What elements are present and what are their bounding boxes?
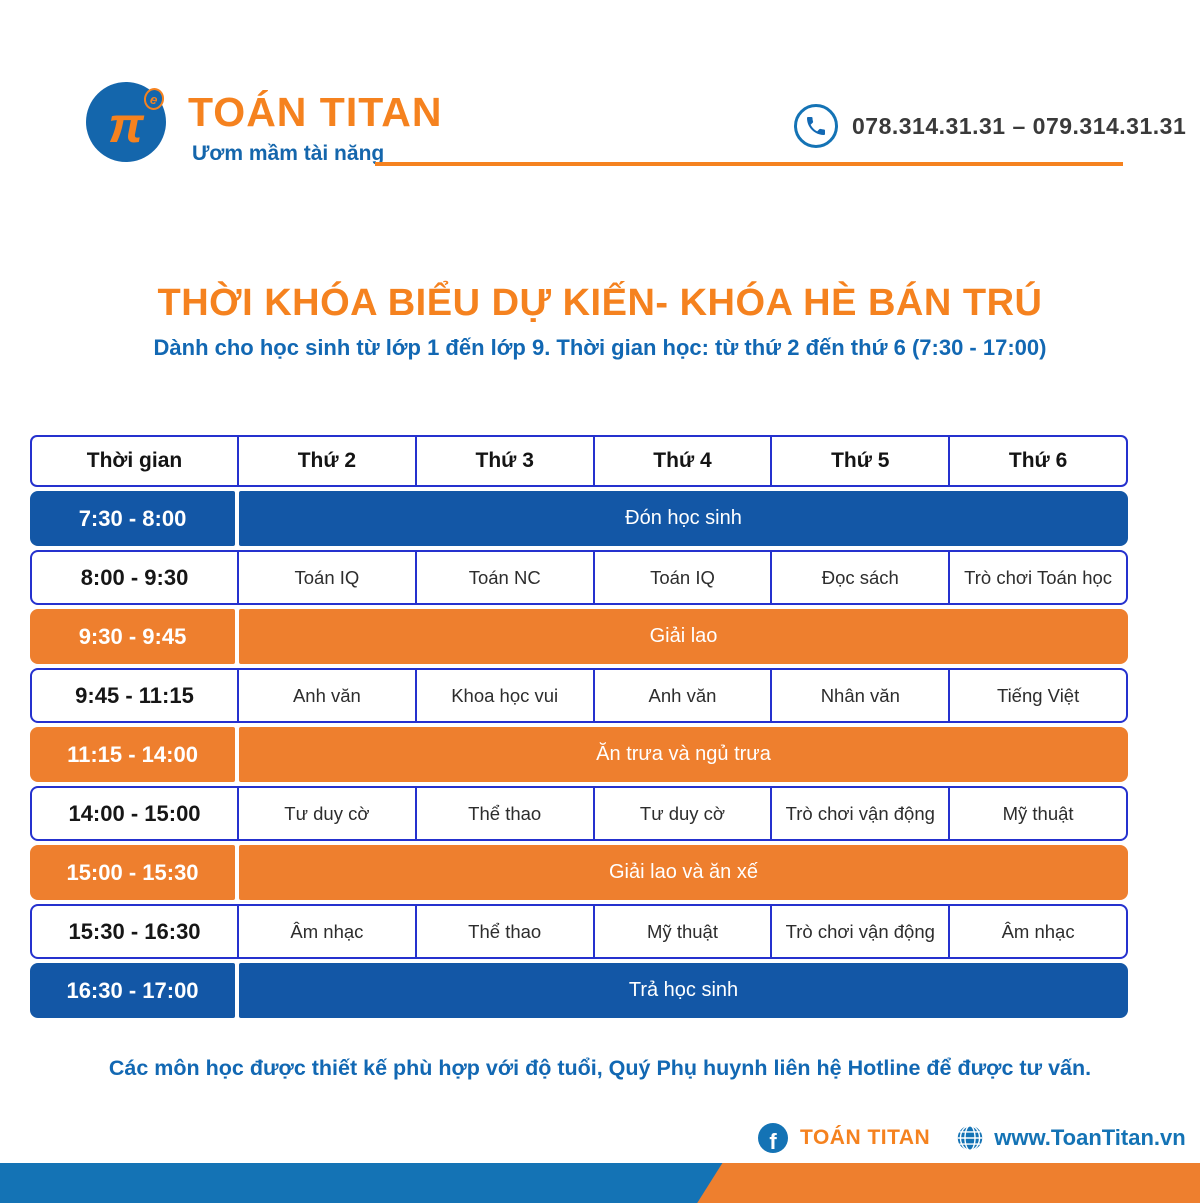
subject-cell: Mỹ thuật: [592, 906, 771, 957]
time-label: 16:30 - 17:00: [30, 963, 235, 1018]
activity-label: Đón học sinh: [239, 491, 1128, 546]
brand-name: TOÁN TITAN: [188, 89, 443, 135]
table-row: 9:45 - 11:15 Anh văn Khoa học vui Anh văn Nh…: [30, 668, 1128, 723]
column-header: Thứ 2: [237, 437, 415, 485]
table-row-span: 15:00 - 15:30 Giải lao và ăn xế: [30, 845, 1128, 900]
column-header: Thứ 6: [948, 437, 1126, 485]
table-header-row: Thời gian Thứ 2 Thứ 3 Thứ 4 Thứ 5 Thứ 6: [30, 435, 1128, 487]
table-row-span: 7:30 - 8:00 Đón học sinh: [30, 491, 1128, 546]
website-label: www.ToanTitan.vn: [994, 1125, 1186, 1150]
activity-label: Trả học sinh: [239, 963, 1128, 1018]
table-row: 15:30 - 16:30 Âm nhạc Thể thao Mỹ thuật Trò …: [30, 904, 1128, 959]
header-divider: [375, 162, 1123, 166]
table-row-span: 16:30 - 17:00 Trả học sinh: [30, 963, 1128, 1018]
time-label: 14:00 - 15:00: [68, 800, 201, 826]
subject-cell: Anh văn: [237, 670, 415, 721]
table-row-span: 9:30 - 9:45 Giải lao: [30, 609, 1128, 664]
subject-cell: Nhân văn: [770, 670, 948, 721]
time-label: 15:00 - 15:30: [30, 845, 235, 900]
table-row: 14:00 - 15:00 Tư duy cờ Thể thao Tư duy cờ T…: [30, 786, 1128, 841]
subject-cell: Trò chơi vận động: [770, 906, 948, 957]
subject-cell: Khoa học vui: [414, 670, 593, 721]
brand-logo: π e TOÁN TITAN Ươm mầm tài năng: [86, 82, 442, 166]
bottom-ribbon: [0, 1163, 1200, 1203]
subject-cell: Tư duy cờ: [237, 788, 415, 839]
time-label: 9:30 - 9:45: [30, 609, 235, 664]
phone-icon: [794, 104, 838, 148]
subject-cell: Âm nhạc: [948, 906, 1126, 957]
table-row-span: 11:15 - 14:00 Ăn trưa và ngủ trưa: [30, 727, 1128, 782]
social-row: f TOÁN TITAN www.ToanTitan.vn: [758, 1120, 1186, 1156]
column-header: Thứ 4: [592, 437, 771, 485]
schedule-table: Thời gian Thứ 2 Thứ 3 Thứ 4 Thứ 5 Thứ 6 7:30 -…: [30, 435, 1128, 1022]
subject-cell: Tiếng Việt: [948, 670, 1126, 721]
globe-icon: [957, 1125, 983, 1151]
brand-slogan: Ươm mầm tài năng: [192, 142, 385, 165]
subject-cell: Thể thao: [414, 788, 593, 839]
subject-cell: Đọc sách: [770, 552, 948, 603]
pi-symbol: π: [108, 97, 144, 153]
time-label: 8:00 - 9:30: [80, 564, 189, 590]
column-header: Thứ 3: [414, 437, 593, 485]
page-title: THỜI KHÓA BIỂU DỰ KIẾN- KHÓA HÈ BÁN TRÚ: [157, 282, 1043, 324]
subject-cell: Trò chơi vận động: [770, 788, 948, 839]
time-label: 15:30 - 16:30: [68, 918, 201, 944]
column-header: Thời gian: [86, 449, 183, 472]
column-header: Thứ 5: [770, 437, 948, 485]
subject-cell: Tư duy cờ: [592, 788, 771, 839]
subject-cell: Toán IQ: [592, 552, 771, 603]
subject-cell: Anh văn: [592, 670, 771, 721]
subject-cell: Mỹ thuật: [948, 788, 1126, 839]
activity-label: Ăn trưa và ngủ trưa: [239, 727, 1128, 782]
activity-label: Giải lao: [239, 609, 1128, 664]
subject-cell: Toán NC: [414, 552, 593, 603]
advice-note: Các môn học được thiết kế phù hợp với độ…: [108, 1056, 1092, 1080]
subject-cell: Âm nhạc: [237, 906, 415, 957]
phone-number: 078.314.31.31 – 079.314.31.31: [852, 112, 1187, 139]
hotline: 078.314.31.31 – 079.314.31.31: [794, 104, 1186, 148]
subject-cell: Trò chơi Toán học: [948, 552, 1126, 603]
time-label: 7:30 - 8:00: [30, 491, 235, 546]
pi-logo-icon: π e: [86, 82, 167, 162]
facebook-label: TOÁN TITAN: [800, 1126, 931, 1149]
facebook-icon: f: [758, 1123, 788, 1153]
subject-cell: Thể thao: [414, 906, 593, 957]
brand-text: TOÁN TITAN Ươm mầm tài năng: [188, 82, 442, 166]
page-subtitle: Dành cho học sinh từ lớp 1 đến lớp 9. Th…: [153, 335, 1047, 360]
activity-label: Giải lao và ăn xế: [239, 845, 1128, 900]
table-row: 8:00 - 9:30 Toán IQ Toán NC Toán IQ Đọc sách…: [30, 550, 1128, 605]
subject-cell: Toán IQ: [237, 552, 415, 603]
time-label: 9:45 - 11:15: [75, 682, 194, 708]
time-label: 11:15 - 14:00: [30, 727, 235, 782]
bottom-ribbon-orange: [697, 1163, 1200, 1203]
pi-exponent: e: [141, 86, 167, 112]
